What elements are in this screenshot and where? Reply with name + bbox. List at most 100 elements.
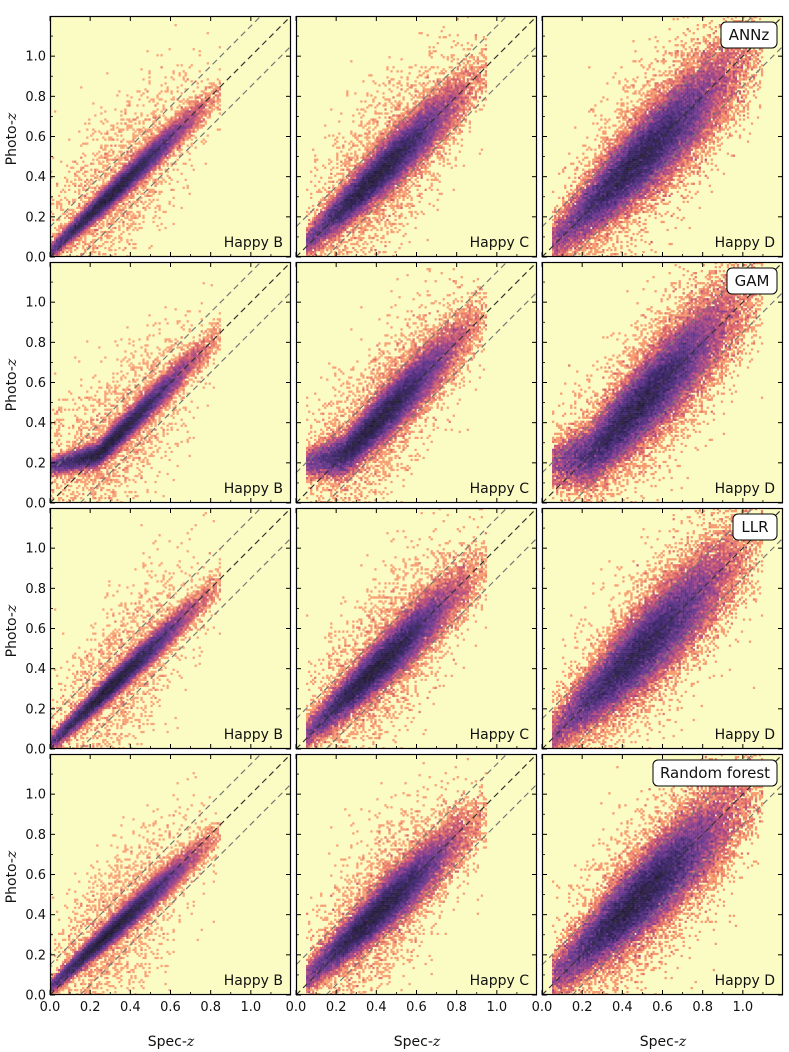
- hist-bin: [314, 250, 317, 254]
- hist-bin: [424, 188, 427, 191]
- hist-bin: [330, 196, 333, 200]
- hist-bin: [94, 220, 97, 224]
- hist-bin: [84, 206, 87, 210]
- hist-bin: [398, 174, 401, 177]
- hist-bin: [190, 64, 193, 67]
- hist-bin: [70, 216, 73, 220]
- hist-bin: [172, 140, 175, 143]
- hist-bin: [182, 140, 185, 143]
- hist-bin: [408, 124, 411, 127]
- hist-bin: [194, 130, 197, 133]
- hist-bin: [368, 204, 371, 208]
- hist-bin: [402, 150, 405, 153]
- hist-bin: [198, 116, 201, 119]
- hist-bin: [354, 164, 357, 167]
- hist-bin: [96, 194, 99, 197]
- hist-bin: [170, 178, 173, 181]
- hist-bin: [340, 232, 343, 236]
- hist-bin: [82, 246, 85, 250]
- hist-bin: [398, 194, 401, 197]
- hist-bin: [110, 200, 113, 204]
- hist-bin: [440, 156, 443, 159]
- hist-bin: [386, 126, 389, 129]
- hist-bin: [56, 204, 59, 208]
- hist-bin: [322, 246, 325, 250]
- hist-bin: [158, 192, 161, 195]
- hist-bin: [380, 168, 383, 171]
- hist-bin: [426, 148, 429, 151]
- hist-bin: [354, 248, 357, 252]
- hist-bin: [118, 178, 121, 181]
- hist-bin: [172, 98, 175, 101]
- hist-bin: [174, 144, 177, 147]
- hist-bin: [110, 180, 113, 183]
- hist-bin: [138, 98, 141, 101]
- hist-bin: [154, 114, 157, 117]
- hist-bin: [68, 248, 71, 252]
- hist-bin: [102, 160, 105, 163]
- hist-bin: [154, 160, 157, 163]
- hist-bin: [306, 238, 309, 242]
- hist-bin: [218, 46, 221, 49]
- hist-bin: [98, 202, 101, 206]
- hist-bin: [396, 144, 399, 147]
- hist-bin: [406, 158, 409, 161]
- hist-bin: [408, 240, 411, 244]
- hist-bin: [386, 138, 389, 141]
- hist-bin: [368, 250, 371, 254]
- hist-bin: [394, 160, 397, 163]
- hist-bin: [104, 216, 107, 220]
- hist-bin: [164, 132, 167, 135]
- hist-bin: [322, 238, 325, 242]
- hist-bin: [350, 146, 353, 149]
- hist-bin: [168, 118, 171, 121]
- hist-bin: [402, 160, 405, 163]
- hist-bin: [306, 226, 309, 230]
- hist-bin: [350, 188, 353, 191]
- hist-bin: [374, 178, 377, 181]
- hist-bin: [374, 164, 377, 167]
- hist-bin: [112, 198, 115, 202]
- hist-bin: [332, 196, 335, 200]
- hist-bin: [370, 184, 373, 187]
- hist-bin: [340, 218, 343, 222]
- hist-bin: [346, 196, 349, 200]
- hist-bin: [68, 238, 71, 242]
- hist-bin: [372, 174, 375, 177]
- hist-bin: [100, 230, 103, 234]
- hist-bin: [66, 224, 69, 228]
- hist-bin: [410, 164, 413, 167]
- hist-bin: [390, 146, 393, 149]
- hist-bin: [344, 196, 347, 200]
- hist-bin: [386, 196, 389, 200]
- hist-bin: [206, 110, 209, 113]
- hist-bin: [218, 128, 221, 131]
- hist-bin: [320, 190, 323, 193]
- hist-bin: [118, 166, 121, 169]
- hist-bin: [218, 94, 221, 97]
- hist-bin: [448, 116, 451, 119]
- hist-bin: [340, 164, 343, 167]
- hist-bin: [60, 208, 63, 212]
- hist-bin: [162, 104, 165, 107]
- hist-bin: [82, 214, 85, 218]
- hist-bin: [438, 122, 441, 125]
- hist-bin: [404, 134, 407, 137]
- hist-bin: [356, 236, 359, 240]
- hist-bin: [342, 212, 345, 216]
- hist-bin: [66, 228, 69, 232]
- hist-bin: [406, 160, 409, 163]
- hist-bin: [376, 176, 379, 179]
- hist-bin: [418, 130, 421, 133]
- hist-bin: [62, 250, 65, 254]
- hist-bin: [132, 134, 135, 137]
- hist-bin: [162, 136, 165, 139]
- hist-bin: [86, 208, 89, 212]
- hist-bin: [370, 190, 373, 193]
- hist-bin: [138, 150, 141, 153]
- hist-bin: [94, 202, 97, 206]
- hist-bin: [374, 160, 377, 163]
- hist-bin: [398, 152, 401, 155]
- hist-bin: [82, 142, 85, 145]
- hist-bin: [88, 220, 91, 224]
